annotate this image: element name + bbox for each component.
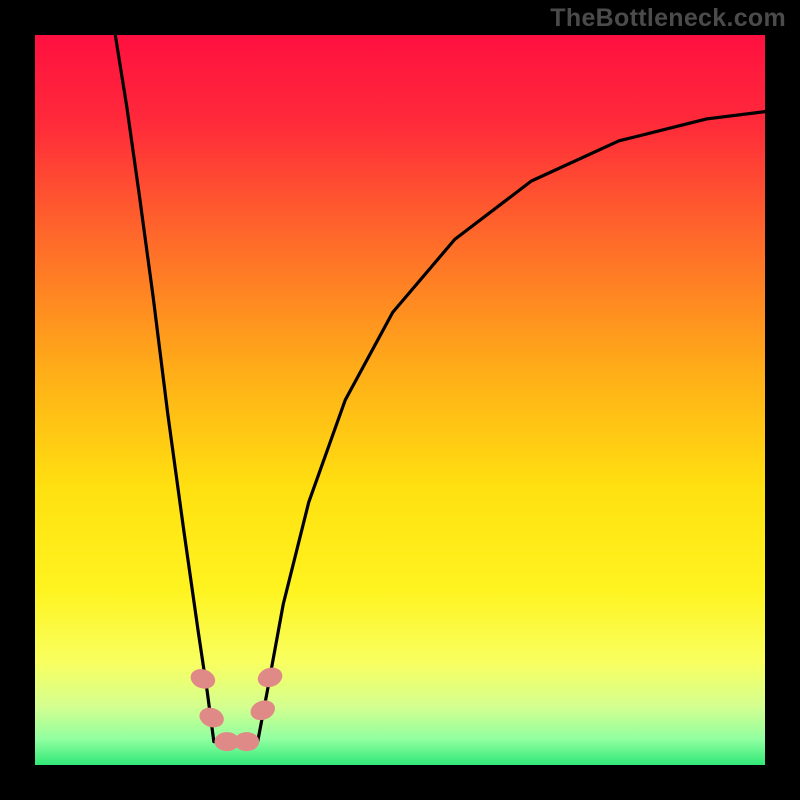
gradient-background bbox=[35, 35, 765, 765]
data-marker bbox=[235, 733, 259, 751]
plot-area bbox=[35, 35, 765, 765]
watermark-label: TheBottleneck.com bbox=[550, 4, 786, 33]
bottleneck-curve-chart bbox=[0, 0, 800, 800]
chart-stage: TheBottleneck.com bbox=[0, 0, 800, 800]
